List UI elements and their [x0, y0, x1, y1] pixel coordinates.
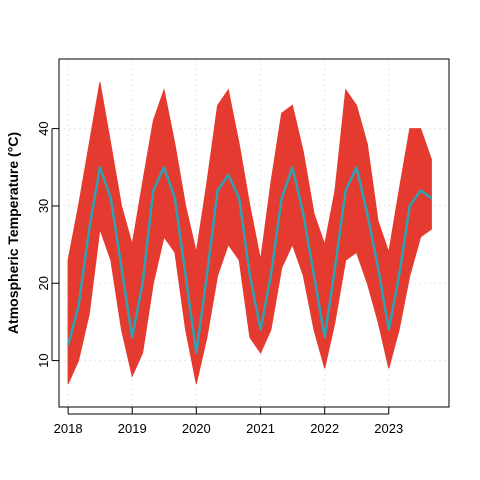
y-axis: 10 20 30 40 [36, 121, 59, 368]
mean-temperature-line [66, 166, 433, 355]
x-tick-label: 2022 [310, 421, 339, 436]
plot-frame [58, 58, 450, 408]
x-tick-label: 2023 [374, 421, 403, 436]
x-tick-label: 2021 [246, 421, 275, 436]
y-axis-title: Atmospheric Temperature (°C) [5, 132, 21, 334]
x-axis: 2018 2019 2020 2021 2022 2023 [54, 407, 403, 436]
x-tick-label: 2019 [118, 421, 147, 436]
temperature-range-band [67, 82, 432, 385]
x-tick-label: 2018 [54, 421, 83, 436]
y-tick-label: 30 [36, 199, 51, 213]
x-tick-label: 2020 [182, 421, 211, 436]
y-tick-label: 10 [36, 353, 51, 367]
y-tick-label: 20 [36, 276, 51, 290]
y-tick-label: 40 [36, 121, 51, 135]
